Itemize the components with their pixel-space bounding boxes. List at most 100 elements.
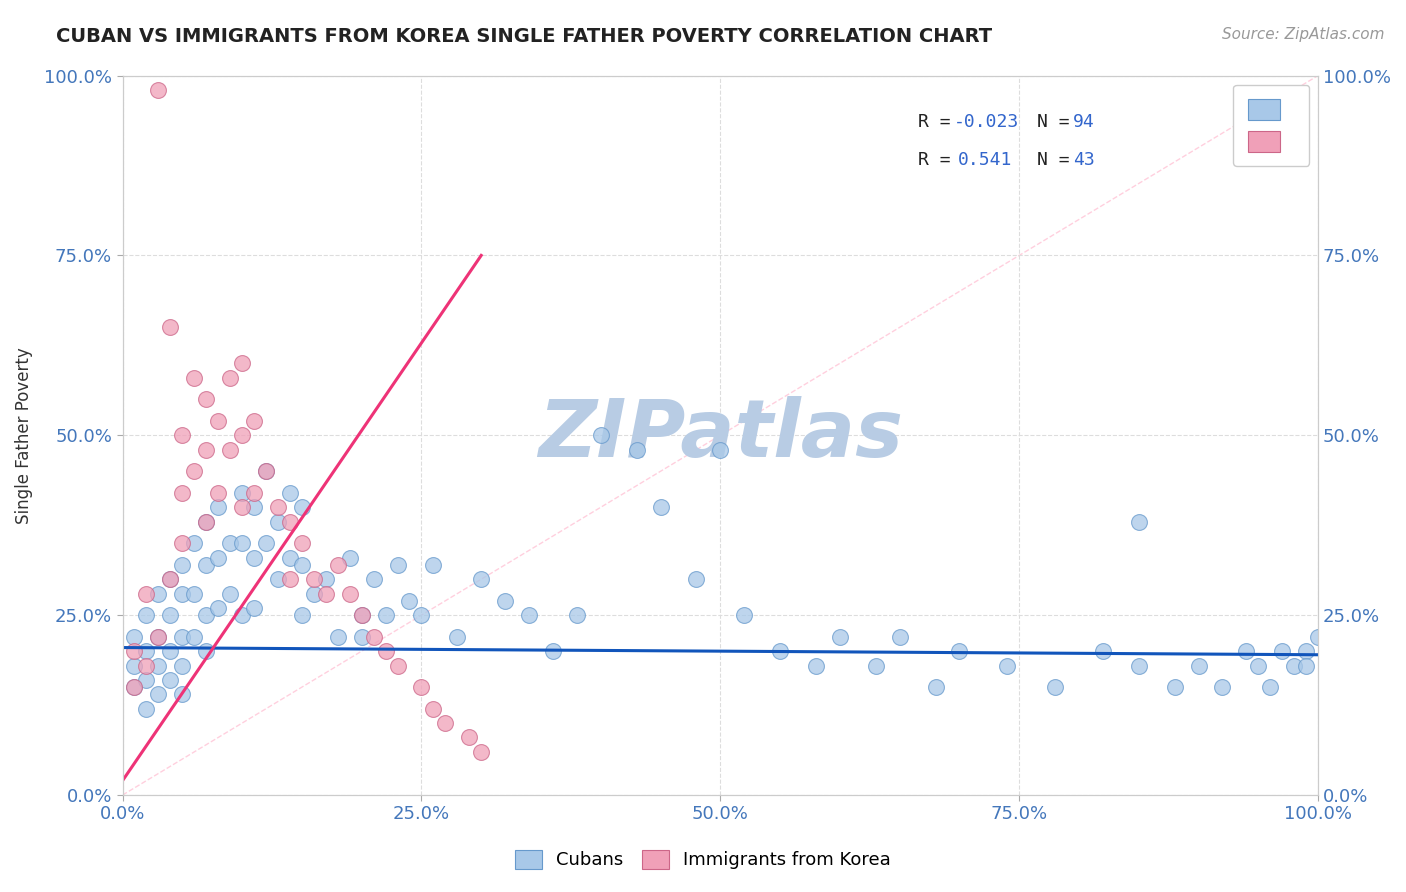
Point — [363, 630, 385, 644]
Text: 0.541: 0.541 — [959, 152, 1012, 169]
Point — [517, 608, 540, 623]
Point — [148, 630, 170, 644]
Point — [709, 442, 731, 457]
Point — [243, 486, 266, 500]
Point — [183, 536, 205, 550]
Point — [1187, 658, 1209, 673]
Point — [231, 608, 253, 623]
Point — [948, 644, 970, 658]
Point — [195, 392, 218, 407]
Point — [339, 550, 361, 565]
Point — [326, 630, 349, 644]
Point — [172, 558, 194, 572]
Point — [422, 702, 444, 716]
Point — [626, 442, 648, 457]
Point — [363, 572, 385, 586]
Point — [159, 572, 181, 586]
Point — [458, 731, 481, 745]
Point — [231, 356, 253, 370]
Point — [243, 550, 266, 565]
Point — [1234, 644, 1257, 658]
Point — [267, 572, 290, 586]
Point — [302, 572, 325, 586]
Point — [387, 658, 409, 673]
Point — [159, 608, 181, 623]
Point — [231, 428, 253, 442]
Point — [148, 83, 170, 97]
Point — [183, 630, 205, 644]
Point — [278, 515, 301, 529]
Point — [207, 414, 229, 428]
Point — [231, 486, 253, 500]
Point — [650, 500, 672, 515]
Point — [565, 608, 588, 623]
Point — [291, 536, 314, 550]
Point — [135, 608, 157, 623]
Point — [278, 550, 301, 565]
Text: R =: R = — [918, 152, 962, 169]
Point — [195, 442, 218, 457]
Point — [470, 572, 492, 586]
Point — [183, 586, 205, 600]
Point — [254, 464, 277, 478]
Point — [195, 515, 218, 529]
Point — [231, 536, 253, 550]
Point — [1163, 680, 1185, 694]
Point — [148, 586, 170, 600]
Point — [124, 630, 146, 644]
Point — [1295, 658, 1317, 673]
Point — [411, 680, 433, 694]
Point — [219, 442, 242, 457]
Point — [219, 536, 242, 550]
Point — [398, 594, 420, 608]
Point — [291, 608, 314, 623]
Point — [231, 500, 253, 515]
Point — [172, 630, 194, 644]
Point — [195, 608, 218, 623]
Point — [804, 658, 827, 673]
Point — [195, 558, 218, 572]
Point — [315, 586, 337, 600]
Point — [159, 673, 181, 687]
Point — [387, 558, 409, 572]
Point — [135, 586, 157, 600]
Text: Source: ZipAtlas.com: Source: ZipAtlas.com — [1222, 27, 1385, 42]
Point — [1284, 658, 1306, 673]
Point — [159, 320, 181, 334]
Legend: , : , — [1233, 85, 1309, 166]
Point — [267, 500, 290, 515]
Point — [374, 644, 396, 658]
Point — [278, 572, 301, 586]
Point — [243, 500, 266, 515]
Text: 94: 94 — [1073, 112, 1095, 130]
Point — [207, 500, 229, 515]
Point — [291, 500, 314, 515]
Point — [422, 558, 444, 572]
Point — [733, 608, 755, 623]
Point — [183, 464, 205, 478]
Point — [148, 687, 170, 701]
Point — [541, 644, 564, 658]
Text: R =: R = — [918, 112, 962, 130]
Text: CUBAN VS IMMIGRANTS FROM KOREA SINGLE FATHER POVERTY CORRELATION CHART: CUBAN VS IMMIGRANTS FROM KOREA SINGLE FA… — [56, 27, 993, 45]
Point — [889, 630, 911, 644]
Point — [828, 630, 851, 644]
Point — [995, 658, 1018, 673]
Point — [494, 594, 516, 608]
Point — [183, 370, 205, 384]
Point — [207, 550, 229, 565]
Text: 43: 43 — [1073, 152, 1095, 169]
Point — [315, 572, 337, 586]
Point — [207, 486, 229, 500]
Point — [685, 572, 707, 586]
Point — [124, 680, 146, 694]
Point — [302, 586, 325, 600]
Point — [350, 630, 373, 644]
Point — [1247, 658, 1270, 673]
Text: N =: N = — [1038, 112, 1081, 130]
Point — [172, 428, 194, 442]
Point — [172, 536, 194, 550]
Point — [219, 586, 242, 600]
Point — [339, 586, 361, 600]
Point — [254, 464, 277, 478]
